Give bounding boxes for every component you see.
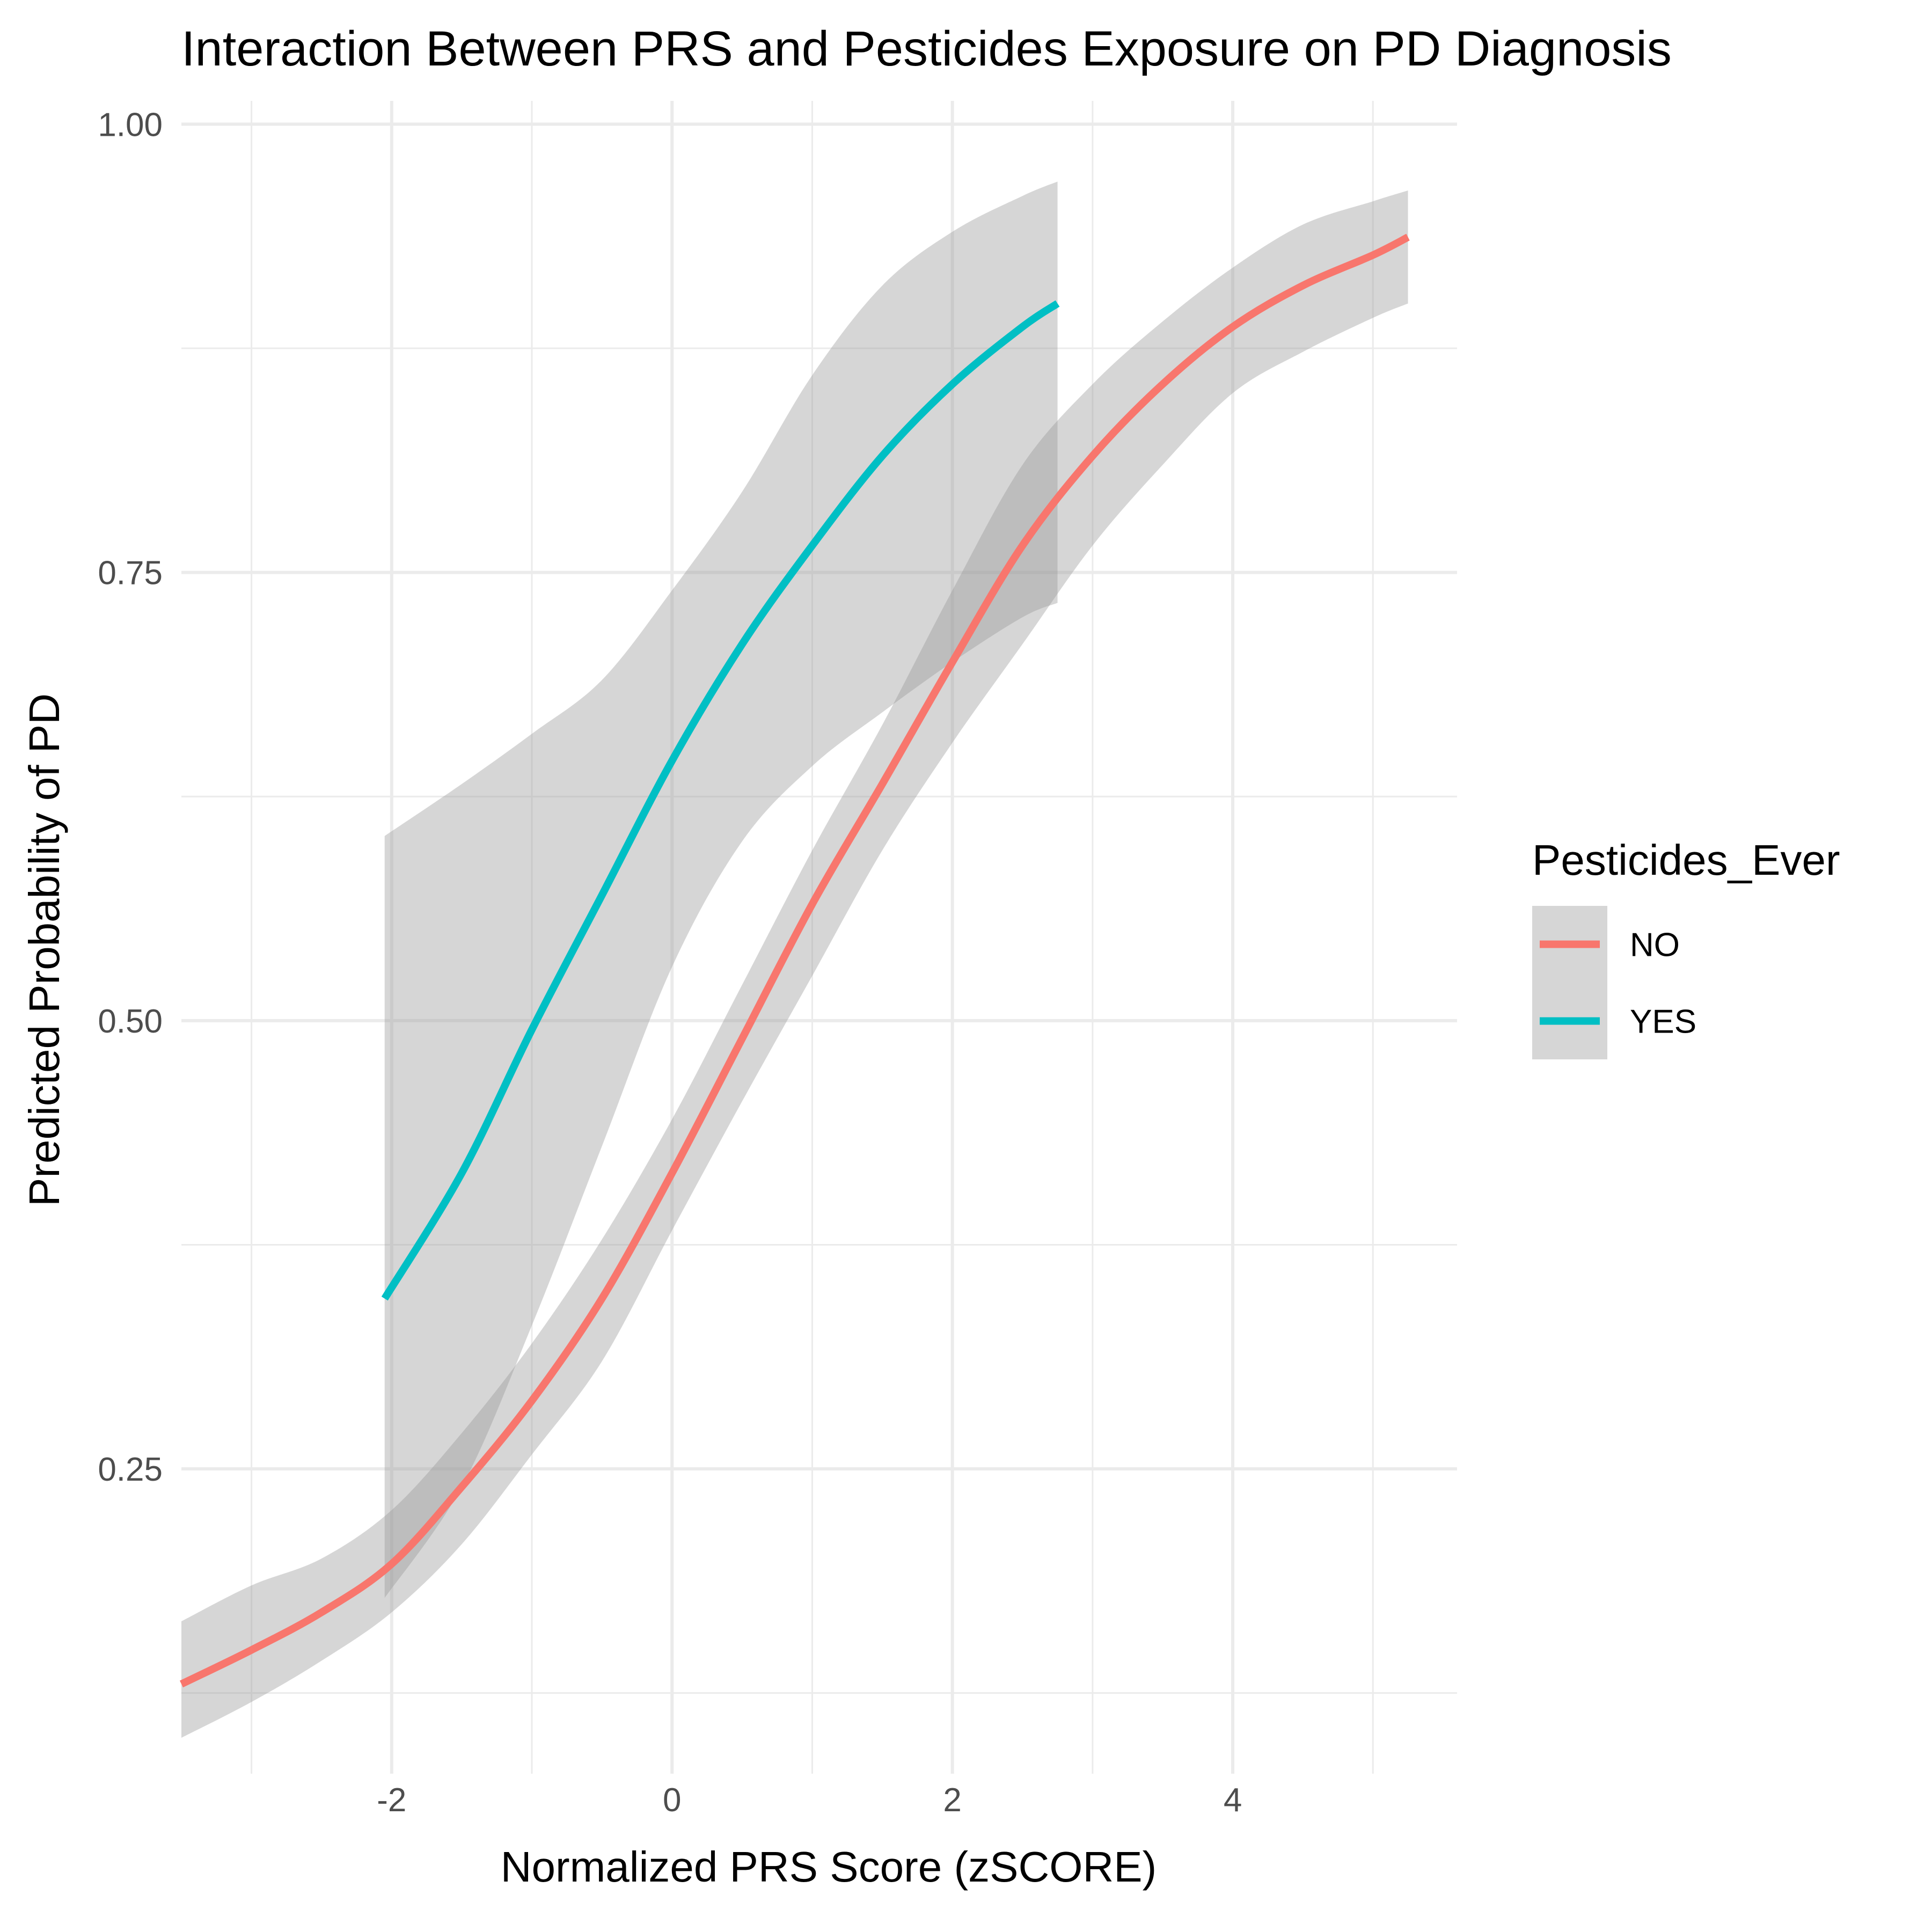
x-tick-label: 2 (943, 1782, 961, 1819)
y-tick-label: 1.00 (98, 106, 163, 143)
x-tick-labels: -2 0 2 4 (377, 1782, 1242, 1819)
y-tick-label: 0.25 (98, 1451, 163, 1488)
fit-lines (179, 233, 1410, 1688)
legend-label-no: NO (1630, 927, 1680, 964)
y-axis-title: Predicted Probability of PD (20, 693, 68, 1206)
legend-title: Pesticides_Ever (1532, 836, 1840, 884)
x-tick-label: 0 (663, 1782, 681, 1819)
chart-title: Interaction Between PRS and Pesticides E… (181, 21, 1672, 76)
x-tick-label: -2 (377, 1782, 406, 1819)
confidence-ribbon-yes (384, 181, 1058, 1598)
y-tick-label: 0.50 (98, 1003, 163, 1040)
minor-gridlines (181, 101, 1457, 1774)
legend-label-yes: YES (1630, 1004, 1696, 1041)
y-tick-label: 0.75 (98, 555, 163, 592)
x-axis-title: Normalized PRS Score (zSCORE) (501, 1843, 1157, 1891)
x-tick-label: 4 (1224, 1782, 1242, 1819)
line-yes (381, 300, 1060, 1301)
line-no (179, 233, 1410, 1688)
confidence-ribbons (181, 181, 1408, 1738)
confidence-ribbon-no (181, 191, 1408, 1738)
legend: Pesticides_Ever NO YES (1532, 836, 1840, 1059)
y-tick-labels: 0.25 0.50 0.75 1.00 (98, 106, 163, 1488)
